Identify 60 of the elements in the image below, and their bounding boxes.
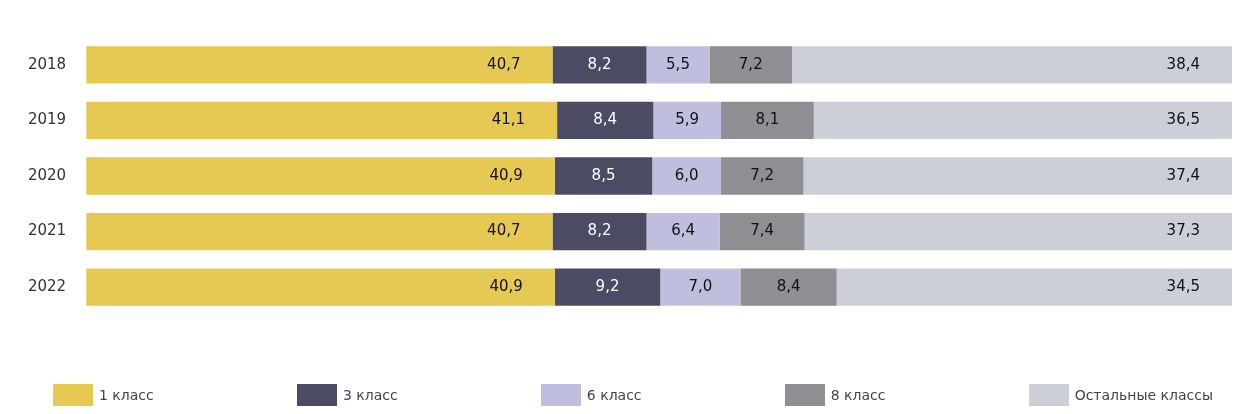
bar xyxy=(719,212,805,251)
bar xyxy=(740,268,837,306)
data-label: 7,0 xyxy=(688,277,713,296)
data-label: 5,9 xyxy=(675,110,700,129)
bar xyxy=(660,268,741,306)
bar xyxy=(803,157,1232,195)
bar xyxy=(86,46,553,84)
data-label: 40,7 xyxy=(487,221,521,240)
data-label: 7,2 xyxy=(738,54,763,73)
data-label: 8,2 xyxy=(587,54,612,73)
bar xyxy=(552,46,647,84)
data-label: 37,3 xyxy=(1166,221,1200,240)
bar xyxy=(720,101,814,140)
bar xyxy=(646,212,720,251)
data-label: 40,9 xyxy=(489,277,523,296)
legend-label: Остальные классы xyxy=(1074,387,1213,403)
bar xyxy=(836,268,1232,306)
legend-label: 1 класс xyxy=(99,387,154,403)
data-label: 9,2 xyxy=(595,277,620,296)
data-label: 6,0 xyxy=(674,165,699,184)
y-tick-label: 2022 xyxy=(27,277,67,296)
bar xyxy=(554,268,661,306)
data-label: 40,9 xyxy=(489,165,523,184)
bar xyxy=(86,212,553,251)
data-label: 8,4 xyxy=(776,277,801,296)
data-label: 8,5 xyxy=(591,165,616,184)
bar xyxy=(552,212,647,251)
data-label: 7,2 xyxy=(750,165,775,184)
data-label: 8,4 xyxy=(593,110,618,129)
data-label: 5,5 xyxy=(666,54,690,73)
bar xyxy=(720,157,804,195)
data-label: 8,1 xyxy=(755,110,780,129)
y-tick-label: 2019 xyxy=(27,110,67,129)
y-tick-label: 2021 xyxy=(27,221,67,240)
bar xyxy=(86,101,558,140)
bar xyxy=(557,101,654,140)
data-label: 37,4 xyxy=(1166,165,1200,184)
bar xyxy=(804,212,1232,251)
bar xyxy=(646,46,710,84)
bar xyxy=(813,101,1232,140)
data-label: 41,1 xyxy=(491,110,526,129)
y-tick-label: 2018 xyxy=(27,54,67,73)
legend-label: 6 класс xyxy=(586,387,642,403)
data-label: 34,5 xyxy=(1166,277,1200,296)
bar xyxy=(554,157,653,195)
data-label: 6,4 xyxy=(671,221,696,240)
data-label: 8,2 xyxy=(587,221,612,240)
data-label: 36,5 xyxy=(1166,110,1200,129)
y-tick-label: 2020 xyxy=(27,165,67,184)
legend-label: 8 класс xyxy=(830,387,886,403)
data-label: 7,4 xyxy=(750,221,775,240)
bar xyxy=(86,157,555,195)
data-label: 38,4 xyxy=(1166,54,1200,73)
legend-label: 3 класс xyxy=(342,387,398,403)
bar xyxy=(86,268,555,306)
bar xyxy=(652,157,721,195)
bar xyxy=(653,101,721,140)
bar xyxy=(792,46,1232,84)
data-label: 40,7 xyxy=(487,54,521,73)
bar xyxy=(709,46,792,84)
